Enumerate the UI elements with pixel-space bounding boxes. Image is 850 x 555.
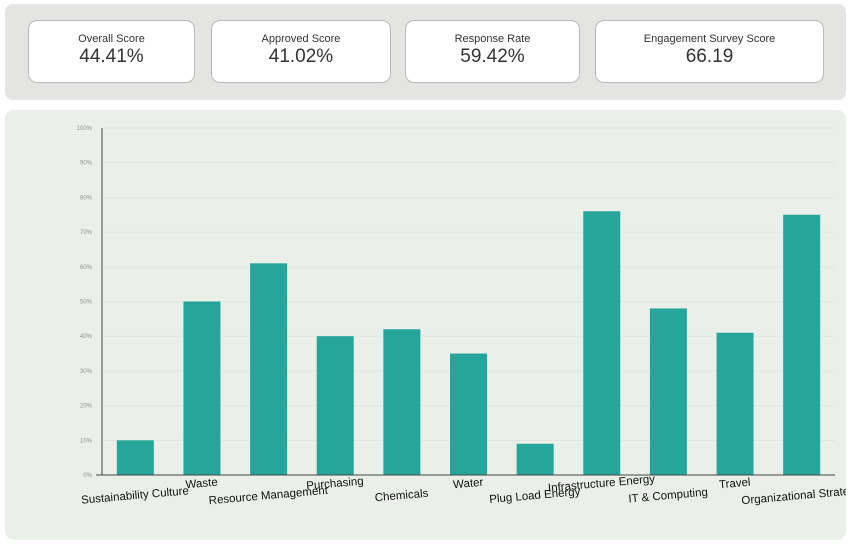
bar-chart: 0% 10% 20% 30% 40% 50% 60% 70% 80% 90% 100% Sustain… — [77, 126, 846, 507]
x-category-label: Sustainability Culture — [81, 485, 190, 506]
y-tick-label: 50% — [80, 300, 93, 306]
y-tick-label: 30% — [80, 369, 93, 375]
x-category-label: IT & Computing — [628, 487, 708, 506]
x-category-label: Infrastructure Energy — [547, 473, 655, 494]
bar[interactable] — [116, 440, 154, 475]
y-tick-label: 0% — [83, 473, 92, 479]
x-category-label: Water — [453, 477, 484, 492]
bar[interactable] — [383, 329, 421, 475]
kpi-label: Engagement Survey Score — [643, 33, 776, 45]
bar[interactable] — [716, 332, 754, 475]
kpi-value: 41.02% — [268, 46, 334, 67]
bar[interactable] — [450, 353, 487, 475]
kpi-value: 66.19 — [685, 46, 734, 67]
kpi-label: Response Rate — [454, 33, 531, 45]
chart-panel: 0% 10% 20% 30% 40% 50% 60% 70% 80% 90% 100% Sustain… — [5, 110, 846, 540]
x-category-label: Purchasing — [306, 476, 364, 493]
y-tick-label: 80% — [80, 195, 93, 201]
bar[interactable] — [250, 263, 288, 475]
kpi-card-approved-score: Approved Score 41.02% — [211, 20, 391, 83]
y-tick-label: 10% — [80, 438, 93, 444]
x-category-label: Chemicals — [374, 488, 429, 505]
x-category-label: Organizational Strategy — [741, 485, 846, 507]
x-category-label: Waste — [185, 477, 218, 492]
bar[interactable] — [649, 308, 687, 475]
bar[interactable] — [516, 443, 554, 475]
kpi-panel: Overall Score 44.41% Approved Score 41.0… — [5, 4, 846, 100]
kpi-card-engagement-survey-score: Engagement Survey Score 66.19 — [595, 20, 824, 83]
kpi-value: 59.42% — [460, 46, 525, 67]
y-tick-label: 40% — [80, 334, 93, 340]
bar[interactable] — [183, 301, 221, 476]
kpi-value: 44.41% — [79, 46, 144, 67]
x-category-label: Travel — [719, 477, 751, 492]
y-tick-label: 20% — [80, 404, 93, 410]
kpi-label: Approved Score — [261, 33, 341, 45]
bar[interactable] — [583, 211, 621, 475]
y-tick-label: 70% — [80, 230, 93, 236]
kpi-card-response-rate: Response Rate 59.42% — [405, 20, 580, 83]
kpi-card-overall-score: Overall Score 44.41% — [28, 20, 195, 83]
y-tick-label: 90% — [80, 161, 93, 167]
bar[interactable] — [783, 214, 821, 475]
y-tick-label: 60% — [80, 265, 93, 271]
kpi-label: Overall Score — [78, 33, 145, 45]
y-tick-label: 100% — [77, 126, 93, 132]
bar[interactable] — [316, 336, 354, 475]
